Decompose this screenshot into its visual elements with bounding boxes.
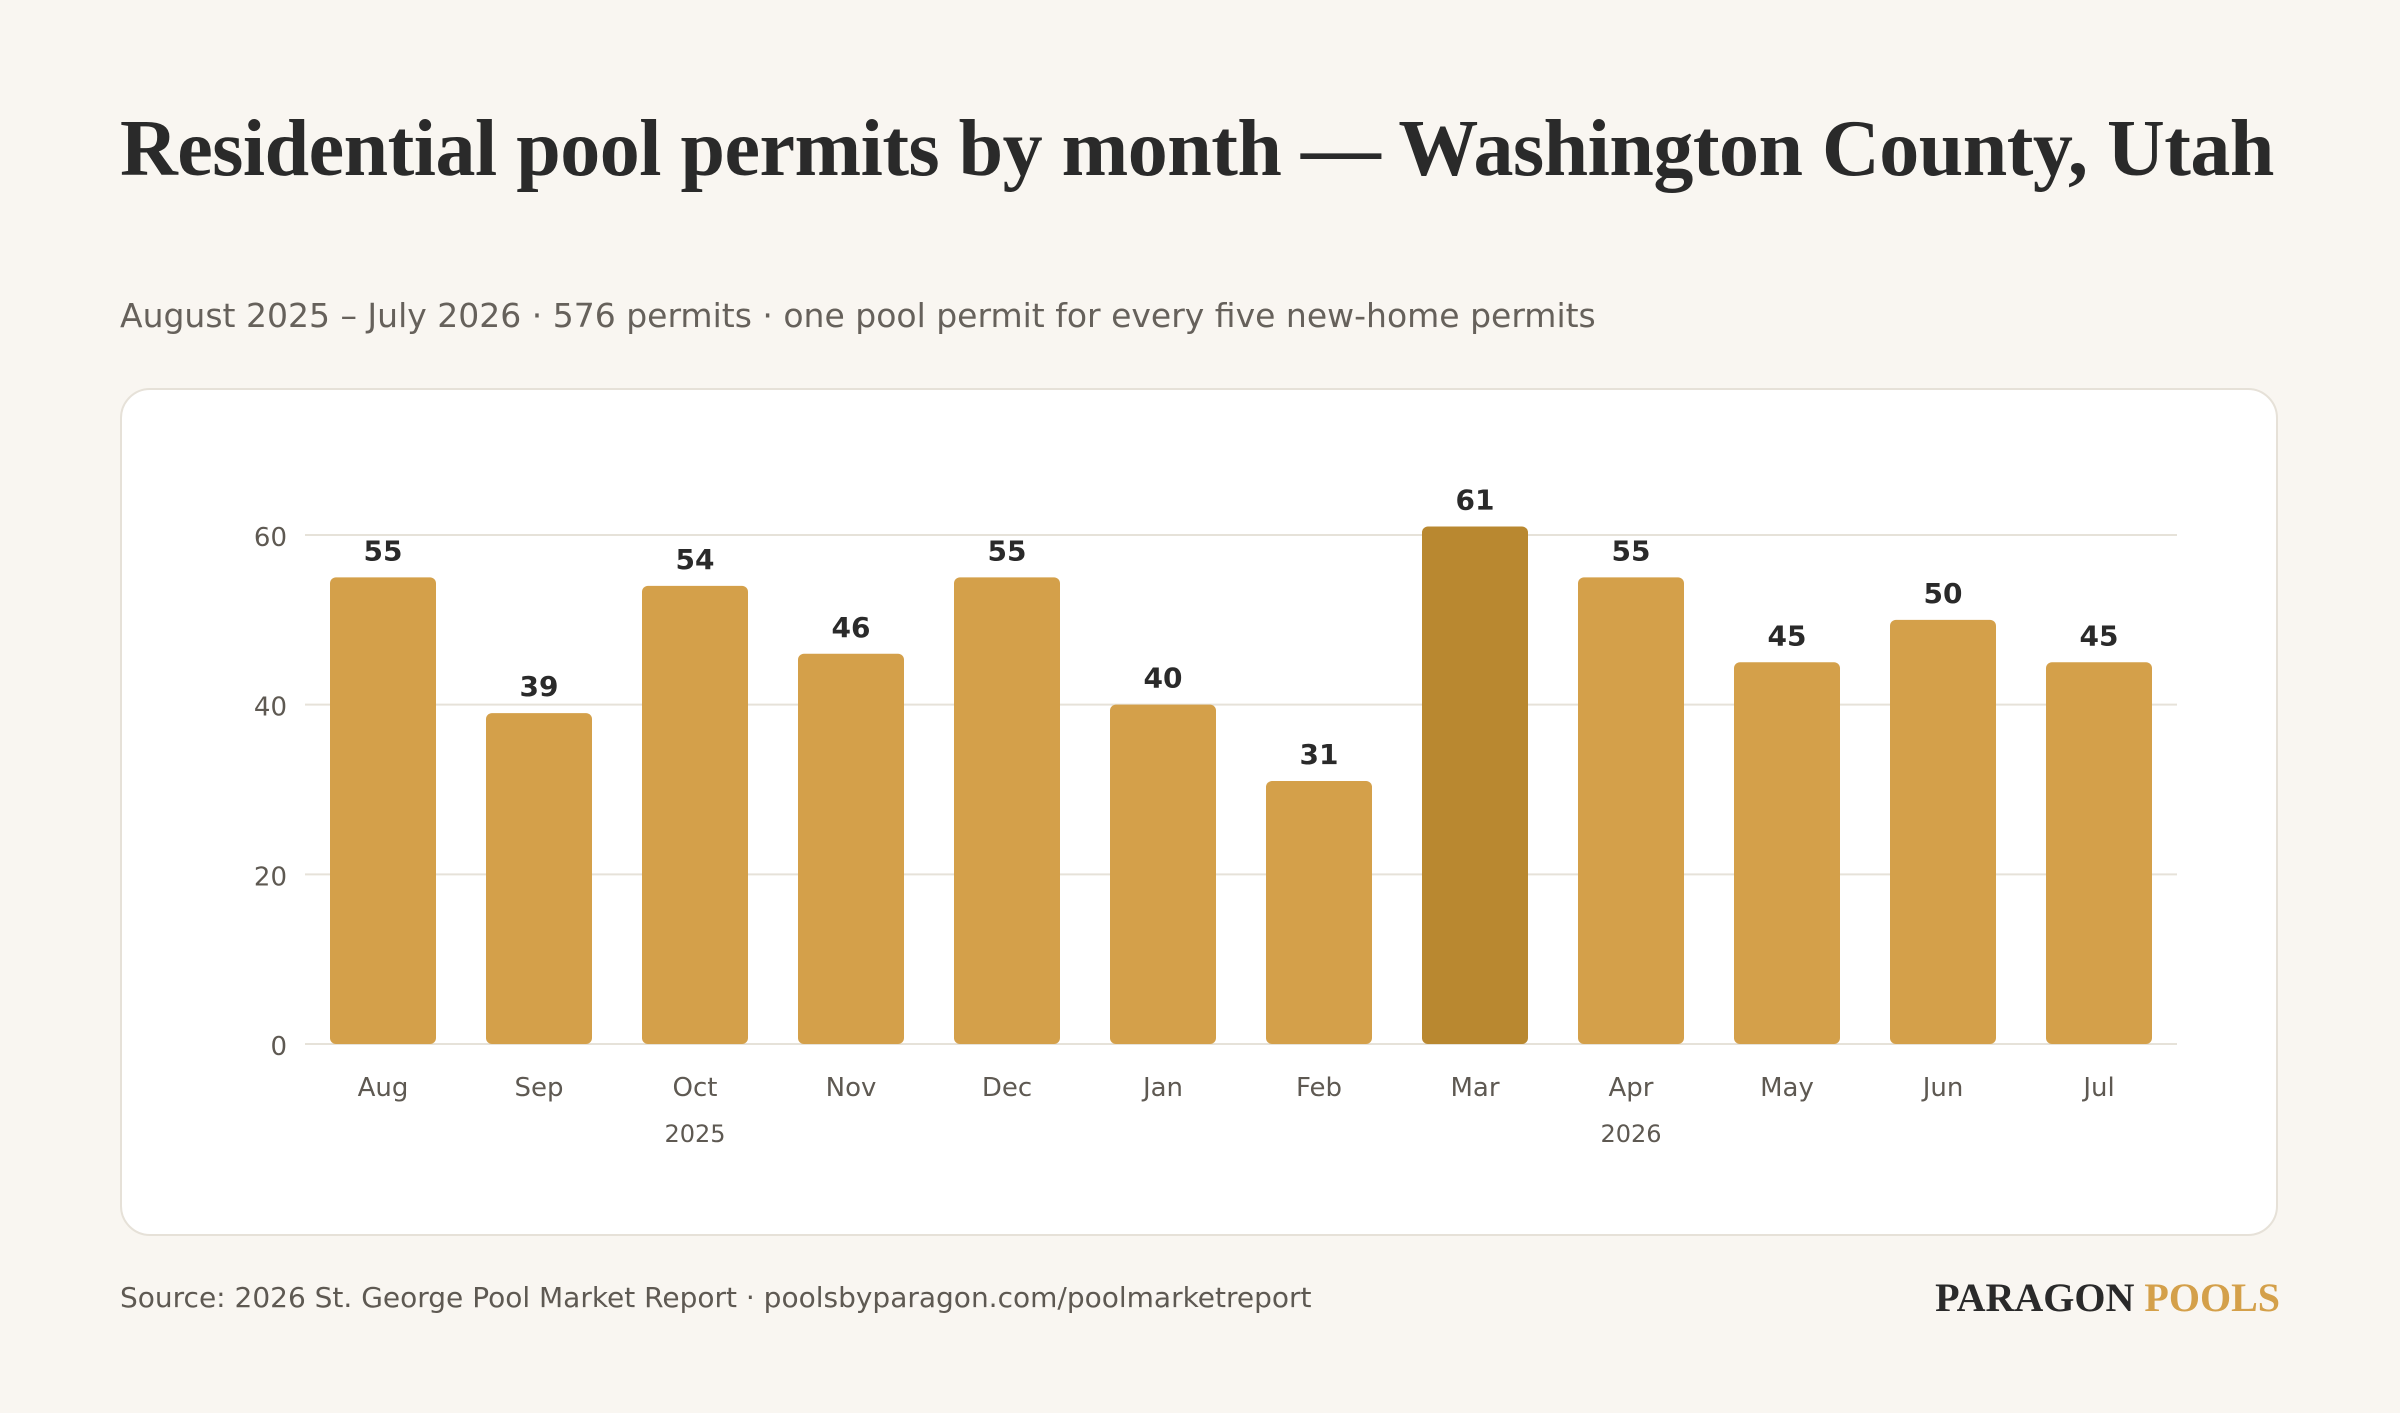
brand-logo: PARAGON POOLS — [1935, 1274, 2280, 1322]
x-tick-label: Mar — [1450, 1073, 1499, 1103]
bar-nov — [798, 653, 904, 1044]
value-label: 46 — [832, 611, 871, 644]
bar-oct — [642, 585, 748, 1044]
value-label: 55 — [988, 534, 1027, 567]
x-tick-label: Oct — [673, 1073, 718, 1103]
x-tick-label: Apr — [1609, 1073, 1654, 1103]
x-tick-label: Aug — [358, 1073, 409, 1103]
x-tick-label: Jun — [1921, 1073, 1964, 1103]
bar-aug — [330, 577, 436, 1044]
x-tick-label: Feb — [1296, 1073, 1342, 1103]
y-tick-label: 20 — [254, 862, 287, 892]
bar-may — [1734, 662, 1840, 1044]
x-tick-label: Jan — [1141, 1073, 1183, 1103]
chart-title: Residential pool permits by month — Wash… — [120, 105, 2274, 193]
bar-feb — [1266, 781, 1372, 1044]
brand-name: PARAGON — [1935, 1275, 2135, 1320]
y-tick-label: 40 — [254, 693, 287, 723]
bar-mar — [1422, 526, 1528, 1044]
brand-accent: POOLS — [2144, 1275, 2280, 1320]
bar-dec — [954, 577, 1060, 1044]
bar-jul — [2046, 662, 2152, 1044]
value-label: 54 — [676, 543, 715, 576]
y-tick-label: 60 — [254, 523, 287, 553]
bar-jan — [1110, 704, 1216, 1044]
x-tick-label: Jul — [2081, 1073, 2114, 1103]
chart-subtitle: August 2025 – July 2026 · 576 permits · … — [120, 296, 1596, 335]
value-label: 45 — [1768, 619, 1807, 652]
x-tick-label: May — [1760, 1073, 1814, 1103]
value-label: 61 — [1456, 484, 1495, 517]
year-label: 2026 — [1600, 1120, 1661, 1148]
value-label: 39 — [520, 670, 559, 703]
value-label: 55 — [1612, 534, 1651, 567]
bar-sep — [486, 713, 592, 1044]
value-label: 50 — [1924, 577, 1963, 610]
x-tick-label: Nov — [826, 1073, 877, 1103]
bar-jun — [1890, 619, 1996, 1044]
value-label: 55 — [364, 534, 403, 567]
y-tick-label: 0 — [270, 1032, 287, 1062]
bar-apr — [1578, 577, 1684, 1044]
year-label: 2025 — [664, 1120, 725, 1148]
value-label: 40 — [1144, 662, 1183, 695]
x-tick-label: Sep — [514, 1073, 563, 1103]
source-note: Source: 2026 St. George Pool Market Repo… — [120, 1281, 1312, 1314]
value-label: 31 — [1300, 738, 1339, 771]
x-tick-label: Dec — [982, 1073, 1032, 1103]
value-label: 45 — [2080, 619, 2119, 652]
